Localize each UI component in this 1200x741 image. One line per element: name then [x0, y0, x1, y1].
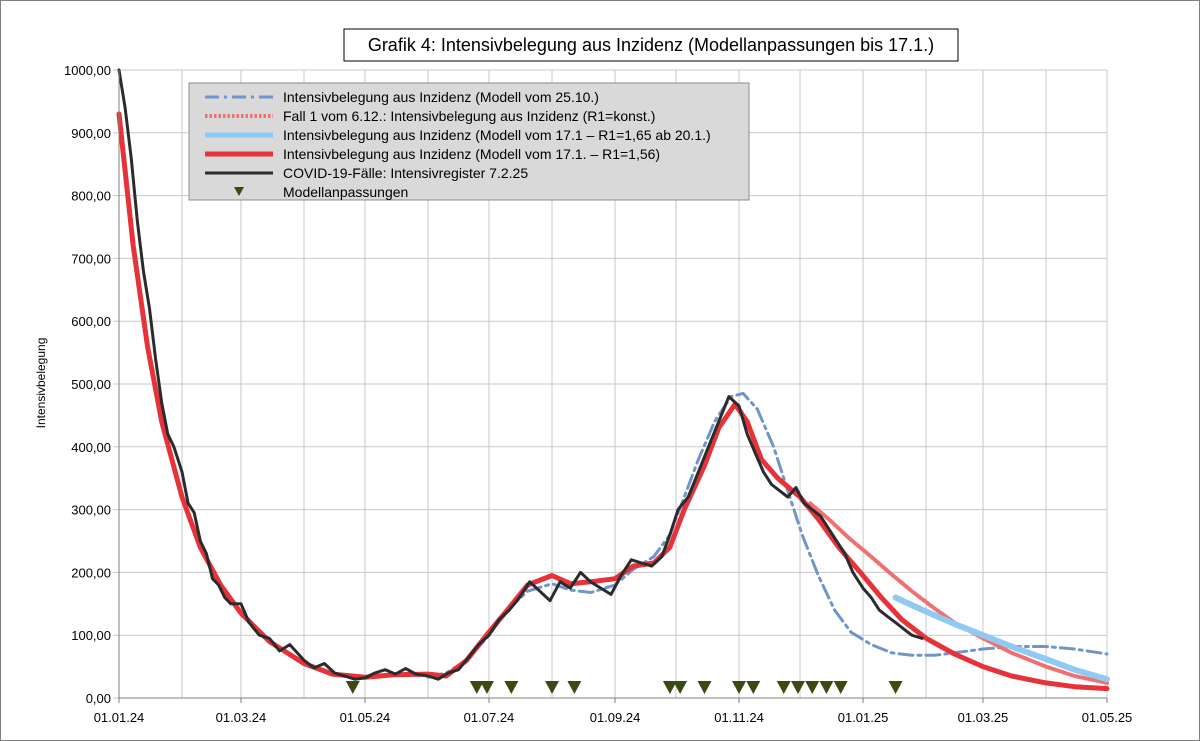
x-tick-label: 01.05.24: [340, 710, 391, 725]
y-tick-label: 0,00: [86, 691, 111, 706]
model-adjustment-marker: [662, 681, 677, 694]
series-line-1: [808, 501, 1109, 685]
y-tick-label: 300,00: [71, 503, 111, 518]
x-tick-label: 01.11.24: [714, 710, 764, 725]
model-adjustment-marker: [345, 681, 360, 694]
x-tick-label: 01.03.24: [216, 710, 267, 725]
legend-swatch: [234, 187, 244, 196]
model-adjustment-marker: [673, 681, 688, 694]
model-adjustment-marker: [833, 681, 848, 694]
x-tick-label: 01.03.25: [958, 710, 1009, 725]
model-adjustment-marker: [697, 681, 712, 694]
model-adjustment-marker: [469, 681, 484, 694]
model-adjustment-marker: [805, 681, 820, 694]
y-tick-label: 700,00: [71, 251, 111, 266]
model-adjustment-marker: [790, 681, 805, 694]
y-tick-label: 900,00: [71, 126, 111, 141]
model-adjustment-marker: [888, 681, 903, 694]
legend: Intensivbelegung aus Inzidenz (Modell vo…: [188, 82, 750, 201]
series-line-0: [426, 391, 1109, 679]
model-adjustment-marker: [504, 681, 519, 694]
y-tick-label: 200,00: [71, 565, 111, 580]
y-tick-label: 400,00: [71, 440, 111, 455]
y-tick-label: 800,00: [71, 189, 111, 204]
model-adjustment-marker: [776, 681, 791, 694]
y-tick-label: 100,00: [71, 628, 111, 643]
legend-label: Intensivbelegung aus Inzidenz (Modell vo…: [283, 127, 711, 143]
legend-label: Intensivbelegung aus Inzidenz (Modell vo…: [283, 146, 660, 162]
chart-title-box: Grafik 4: Intensivbelegung aus Inzidenz …: [343, 28, 959, 62]
series-line-4: [117, 68, 924, 681]
legend-label: Modellanpassungen: [283, 184, 408, 200]
model-adjustment-marker: [567, 681, 582, 694]
model-adjustment-markers: [345, 681, 903, 694]
axes: 0,00 100,00 200,00 300,00 400,00 500,00 600,00…: [64, 63, 1132, 725]
series-line-2: [892, 594, 1110, 683]
chart-title: Grafik 4: Intensivbelegung aus Inzidenz …: [368, 35, 934, 55]
x-tick-label: 01.01.24: [94, 710, 145, 725]
y-tick-label: 500,00: [71, 377, 111, 392]
model-adjustment-marker: [819, 681, 834, 694]
model-adjustment-marker: [479, 681, 494, 694]
x-tick-label: 01.05.25: [1082, 710, 1133, 725]
model-adjustment-marker: [545, 681, 560, 694]
legend-label: Fall 1 vom 6.12.: Intensivbelegung aus I…: [283, 108, 655, 124]
y-axis-title: Intensivbelegung: [34, 338, 48, 429]
x-tick-label: 01.07.24: [464, 710, 515, 725]
y-tick-label: 1000,00: [64, 63, 111, 78]
x-tick-label: 01.09.24: [590, 710, 641, 725]
model-adjustment-marker: [732, 681, 747, 694]
x-tick-label: 01.01.25: [838, 710, 889, 725]
legend-label: Intensivbelegung aus Inzidenz (Modell vo…: [283, 89, 599, 105]
legend-label: COVID-19-Fälle: Intensivregister 7.2.25: [283, 165, 528, 181]
series-lines: [116, 68, 1110, 692]
model-adjustment-marker: [746, 681, 761, 694]
y-tick-label: 600,00: [71, 314, 111, 329]
